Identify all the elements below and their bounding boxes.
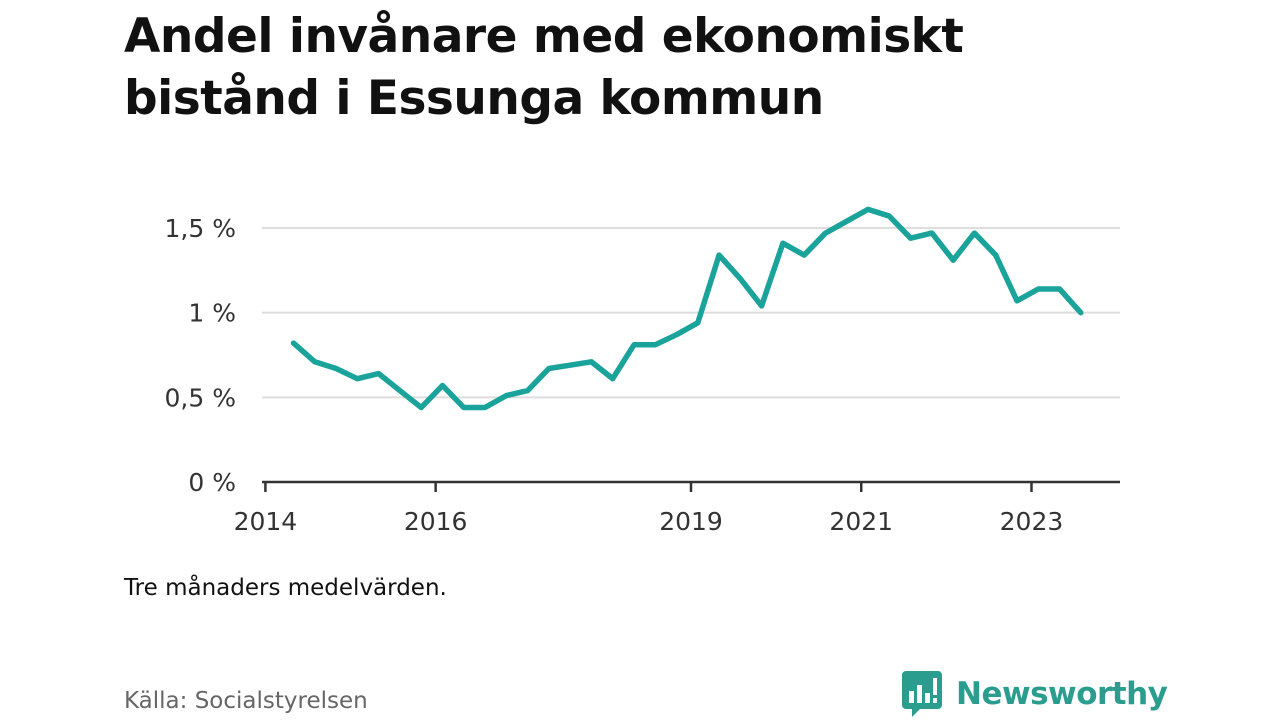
- x-axis: 2014 2016 2019 2021 2023: [234, 480, 1120, 536]
- x-tick-label: 2016: [404, 507, 468, 536]
- x-tick-label: 2019: [659, 507, 723, 536]
- chart-note: Tre månaders medelvärden.: [124, 575, 447, 601]
- y-tick-label: 0,5 %: [165, 383, 236, 412]
- brand-name: Newsworthy: [956, 676, 1168, 712]
- brand-logo: Newsworthy: [902, 670, 1168, 718]
- x-tick-label: 2014: [234, 507, 298, 536]
- series-layer: [290, 206, 1084, 411]
- source-label: Källa: Socialstyrelsen: [124, 688, 368, 714]
- series-line-0: [290, 206, 1084, 411]
- newsworthy-logo-icon: [902, 671, 942, 717]
- y-axis-ticks: 0 % 0,5 % 1 % 1,5 %: [165, 214, 236, 497]
- chart-title: Andel invånare med ekonomiskt bistånd i …: [124, 9, 964, 126]
- y-tick-label: 0 %: [188, 468, 236, 497]
- y-tick-label: 1 %: [188, 299, 236, 328]
- x-tick-label: 2021: [829, 507, 893, 536]
- x-tick-label: 2023: [1000, 507, 1064, 536]
- y-tick-label: 1,5 %: [165, 214, 236, 243]
